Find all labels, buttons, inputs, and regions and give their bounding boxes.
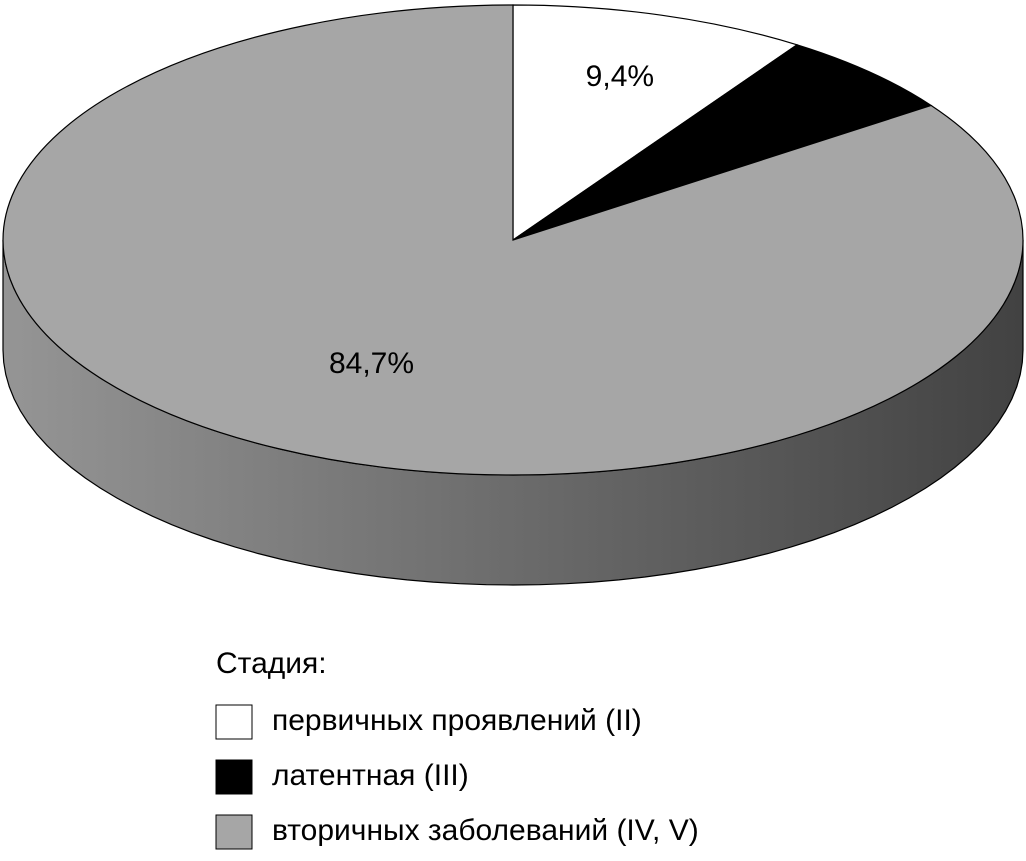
legend-swatch — [215, 759, 253, 795]
data-label: 9,4% — [586, 60, 654, 93]
legend-label: первичных проявлений (II) — [272, 704, 642, 737]
pie-slice — [512, 4, 799, 242]
legend-title: Стадия: — [216, 647, 327, 680]
pie-slice — [2, 4, 1024, 476]
legend-swatch — [215, 704, 253, 740]
data-label: 84,7% — [329, 347, 414, 380]
data-label: 5,9% — [736, 101, 804, 134]
legend-label: вторичных заболеваний (IV, V) — [272, 814, 699, 847]
pie-slice — [512, 44, 933, 241]
legend-swatch — [215, 814, 253, 850]
legend-label: латентная (III) — [272, 759, 469, 792]
